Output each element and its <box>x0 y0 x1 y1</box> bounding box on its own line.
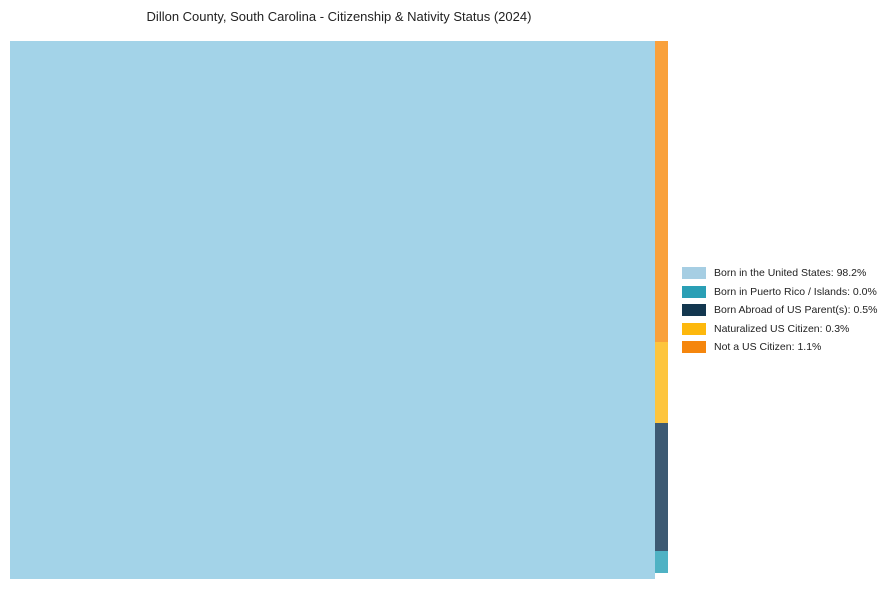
legend-label-not-a-us-citizen: Not a US Citizen: 1.1% <box>714 341 822 354</box>
legend: Born in the United States: 98.2% Born in… <box>682 267 877 360</box>
legend-item-naturalized-us-citizen[interactable]: Naturalized US Citizen: 0.3% <box>682 322 877 335</box>
legend-swatch-not-a-us-citizen <box>682 341 706 354</box>
treemap-cell-born-in-us[interactable] <box>10 41 655 579</box>
legend-swatch-born-in-us <box>682 267 706 279</box>
treemap-cell-born-in-puerto-rico[interactable] <box>655 551 668 573</box>
legend-swatch-born-in-puerto-rico <box>682 285 706 298</box>
treemap-cell-not-a-us-citizen[interactable] <box>655 41 668 342</box>
legend-label-naturalized-us-citizen: Naturalized US Citizen: 0.3% <box>714 322 850 335</box>
legend-item-born-abroad-us-parents[interactable]: Born Abroad of US Parent(s): 0.5% <box>682 304 878 317</box>
legend-item-not-a-us-citizen[interactable]: Not a US Citizen: 1.1% <box>682 341 877 354</box>
legend-item-born-in-us[interactable]: Born in the United States: 98.2% <box>682 267 877 279</box>
legend-label-born-abroad-us-parents: Born Abroad of US Parent(s): 0.5% <box>714 304 878 317</box>
legend-swatch-born-abroad-us-parents <box>682 304 706 317</box>
treemap-cell-born-abroad-us-parents[interactable] <box>655 423 668 551</box>
legend-swatch-naturalized-us-citizen <box>682 322 706 335</box>
legend-label-born-in-us: Born in the United States: 98.2% <box>714 267 867 279</box>
treemap-cell-naturalized-us-citizen[interactable] <box>655 342 668 423</box>
treemap-plot <box>10 41 668 579</box>
legend-item-born-in-puerto-rico[interactable]: Born in Puerto Rico / Islands: 0.0% <box>682 285 877 298</box>
chart-title: Dillon County, South Carolina - Citizens… <box>146 9 532 24</box>
legend-label-born-in-puerto-rico: Born in Puerto Rico / Islands: 0.0% <box>714 285 877 298</box>
